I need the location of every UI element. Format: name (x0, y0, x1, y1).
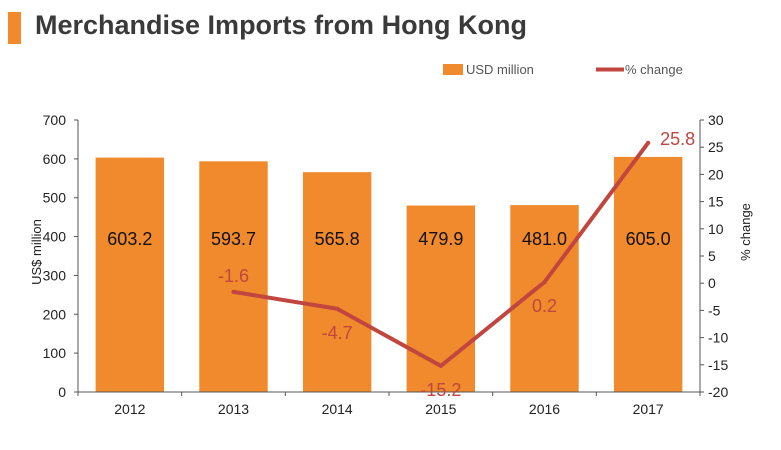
bar-value-label: 605.0 (626, 229, 671, 249)
bar (613, 156, 683, 392)
y2-tick-label: -15 (708, 357, 728, 373)
y2-tick-label: -20 (708, 384, 728, 400)
x-tick-label: 2017 (633, 401, 664, 417)
y-tick-label: 100 (43, 345, 67, 361)
y-tick-label: 500 (43, 190, 67, 206)
line-value-label: -15.2 (420, 380, 461, 400)
bar-value-label: 565.8 (315, 229, 360, 249)
y-tick-label: 700 (43, 112, 67, 128)
y-tick-label: 0 (58, 384, 66, 400)
y-tick-label: 400 (43, 229, 67, 245)
chart-title: Merchandise Imports from Hong Kong (35, 10, 528, 40)
title-accent-bar (8, 12, 21, 44)
legend-label-line: % change (625, 62, 683, 77)
line-point (646, 140, 651, 145)
bar-value-label: 481.0 (522, 229, 567, 249)
x-tick-label: 2013 (218, 401, 249, 417)
bar (302, 172, 372, 392)
line-value-label: 25.8 (660, 129, 695, 149)
y-tick-label: 600 (43, 151, 67, 167)
y2-tick-label: 0 (708, 275, 716, 291)
line-point (438, 363, 443, 368)
y2-tick-label: 20 (708, 166, 724, 182)
line-value-label: 0.2 (532, 296, 557, 316)
y-tick-label: 200 (43, 306, 67, 322)
y2-tick-label: 30 (708, 112, 724, 128)
y-axis-label: US$ million (29, 219, 44, 285)
x-tick-label: 2015 (425, 401, 456, 417)
legend-swatch-bar (443, 64, 463, 75)
bar-value-label: 603.2 (107, 229, 152, 249)
y2-tick-label: -5 (708, 302, 721, 318)
bar (406, 205, 476, 392)
line-value-label: -4.7 (322, 323, 353, 343)
y2-tick-label: 10 (708, 221, 724, 237)
line-point (335, 306, 340, 311)
x-tick-label: 2016 (529, 401, 560, 417)
bar-value-label: 479.9 (418, 229, 463, 249)
legend-label-bar: USD million (466, 62, 534, 77)
legend: USD million % change (443, 62, 683, 77)
y-tick-label: 300 (43, 267, 67, 283)
x-tick-label: 2012 (114, 401, 145, 417)
line-point (231, 289, 236, 294)
line-value-label: -1.6 (218, 266, 249, 286)
y2-axis-label: % change (738, 203, 753, 261)
x-tick-label: 2014 (322, 401, 353, 417)
y2-tick-label: 15 (708, 194, 724, 210)
y2-tick-label: 25 (708, 139, 724, 155)
bar (199, 161, 268, 392)
line-point (542, 280, 547, 285)
bar (95, 157, 165, 392)
y2-tick-label: 5 (708, 248, 716, 264)
bar-value-label: 593.7 (211, 229, 256, 249)
y2-tick-label: -10 (708, 330, 728, 346)
